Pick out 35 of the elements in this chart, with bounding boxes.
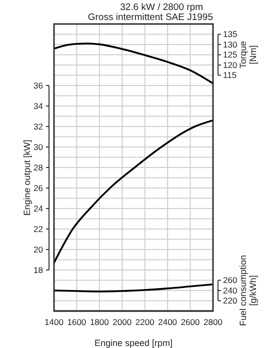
x-tick-label: 1800 xyxy=(90,317,110,328)
chart-title: 32.6 kW / 2800 rpm xyxy=(119,2,204,13)
chart-subtitle: Gross intermittent SAE J1995 xyxy=(88,12,213,23)
y-tick-label: 36 xyxy=(34,80,44,90)
y-tick-label: 28 xyxy=(34,162,44,172)
x-tick-label: 1400 xyxy=(44,317,64,328)
y-tick-label: 18 xyxy=(34,264,44,275)
y3-tick-label: 220 xyxy=(223,296,238,306)
y3-tick-label: 240 xyxy=(223,285,238,296)
x-tick-label: 2600 xyxy=(180,317,200,328)
x-tick-label: 2000 xyxy=(112,317,132,328)
y-tick-label: 30 xyxy=(34,142,44,152)
x-tick-label: 2400 xyxy=(158,317,178,328)
x-tick-label: 1600 xyxy=(67,317,86,328)
y-tick-label: 22 xyxy=(34,224,44,234)
y2-axis-title: Torque [Nm] xyxy=(238,40,258,69)
y3-axis-title: Fuel consumption [g/kWh] xyxy=(238,254,258,326)
y-tick-label: 24 xyxy=(34,203,44,214)
x-tick-label: 2800 xyxy=(204,317,223,328)
line-series xyxy=(54,119,213,264)
line-series xyxy=(54,283,213,292)
y-tick-label: 26 xyxy=(34,182,44,193)
y-tick-label: 32 xyxy=(34,121,44,132)
y2-tick-label: 120 xyxy=(223,60,238,70)
x-axis-title: Engine speed [rpm] xyxy=(94,338,173,348)
y3-tick-label: 260 xyxy=(223,275,238,286)
line-series xyxy=(54,42,213,84)
y2-tick-label: 115 xyxy=(223,70,237,80)
y-tick-label: 20 xyxy=(34,244,44,254)
y-tick-label: 34 xyxy=(34,100,44,111)
y-axis-title: Engine output [kW] xyxy=(22,140,32,216)
y2-tick-label: 125 xyxy=(223,50,238,60)
y2-tick-label: 130 xyxy=(223,39,238,50)
x-tick-label: 2200 xyxy=(135,317,155,328)
y2-tick-label: 135 xyxy=(223,29,238,40)
